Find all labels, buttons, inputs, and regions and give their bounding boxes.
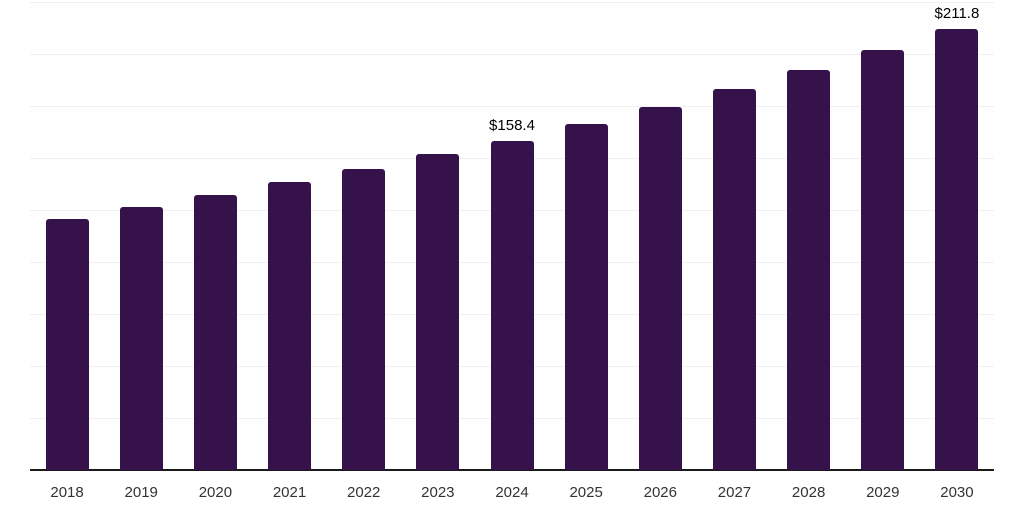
- x-tick-label-2022: 2022: [347, 484, 381, 501]
- bar-2023: [416, 154, 460, 470]
- bar-2026: [638, 107, 682, 470]
- x-tick-label-2029: 2029: [866, 484, 900, 501]
- bar-2019: [119, 207, 163, 470]
- x-tick-label-2028: 2028: [791, 484, 826, 501]
- x-tick-label-2018: 2018: [50, 484, 84, 501]
- x-tick-label-2027: 2027: [717, 484, 752, 501]
- x-tick-label-2023: 2023: [421, 484, 455, 501]
- bar-value-label-2024: $158.4: [489, 116, 535, 134]
- gridline: [30, 106, 994, 107]
- bar-2021: [268, 181, 312, 470]
- gridline: [30, 2, 994, 3]
- x-tick-label-2024: 2024: [495, 484, 529, 501]
- bar-2018: [45, 218, 89, 470]
- bar-2029: [861, 50, 905, 470]
- x-tick-label-2020: 2020: [198, 484, 233, 501]
- gridline: [30, 54, 994, 55]
- bar-value-label-2030: $211.8: [934, 5, 980, 23]
- bar-2028: [787, 70, 831, 470]
- bar-2022: [342, 169, 386, 470]
- bar-2030: [935, 29, 979, 470]
- x-tick-label-2021: 2021: [272, 484, 307, 501]
- x-tick-label-2026: 2026: [643, 484, 677, 501]
- x-tick-label-2030: 2030: [940, 484, 974, 501]
- x-axis-line: [30, 469, 994, 471]
- bar-2024: [490, 140, 534, 470]
- bar-2020: [193, 195, 237, 470]
- bar-2025: [564, 124, 608, 470]
- x-tick-label-2019: 2019: [124, 484, 158, 501]
- bar-2027: [712, 88, 756, 470]
- x-tick-label-2025: 2025: [569, 484, 603, 501]
